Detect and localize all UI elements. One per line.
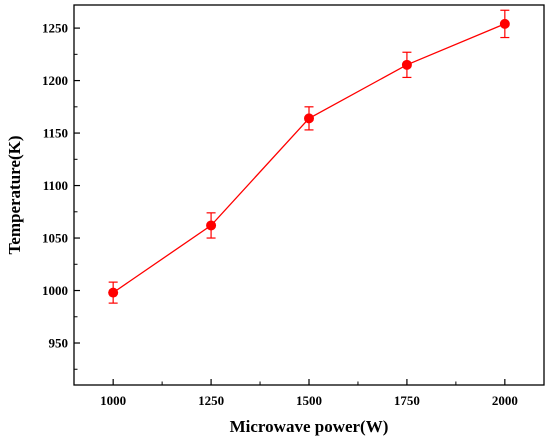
y-tick-label: 1100 bbox=[43, 178, 68, 193]
x-axis-title: Microwave power(W) bbox=[230, 417, 389, 436]
y-axis-title: Temperature(K) bbox=[5, 136, 24, 255]
x-tick-label: 1500 bbox=[296, 393, 322, 408]
series-line bbox=[112, 23, 506, 294]
y-tick-label: 1200 bbox=[42, 73, 68, 88]
data-point bbox=[108, 287, 119, 298]
y-axis-ticks: 950 1000 1050 1100 1150 1200 1250 bbox=[42, 21, 80, 370]
data-point bbox=[401, 59, 412, 70]
plot-frame bbox=[73, 4, 545, 386]
x-axis-ticks: 1000 1250 1500 1750 2000 bbox=[100, 379, 518, 408]
y-tick-label: 1000 bbox=[42, 283, 68, 298]
data-series bbox=[108, 9, 510, 304]
x-tick-label: 1750 bbox=[394, 393, 420, 408]
y-tick-label: 950 bbox=[49, 336, 69, 351]
data-point bbox=[499, 18, 510, 29]
x-tick-label: 1000 bbox=[100, 393, 126, 408]
y-tick-label: 1150 bbox=[43, 126, 68, 141]
x-tick-label: 2000 bbox=[492, 393, 518, 408]
data-point bbox=[206, 220, 217, 231]
data-point bbox=[304, 113, 314, 124]
x-tick-label: 1250 bbox=[198, 393, 224, 408]
y-tick-label: 1250 bbox=[42, 21, 68, 36]
y-tick-label: 1050 bbox=[42, 231, 68, 246]
